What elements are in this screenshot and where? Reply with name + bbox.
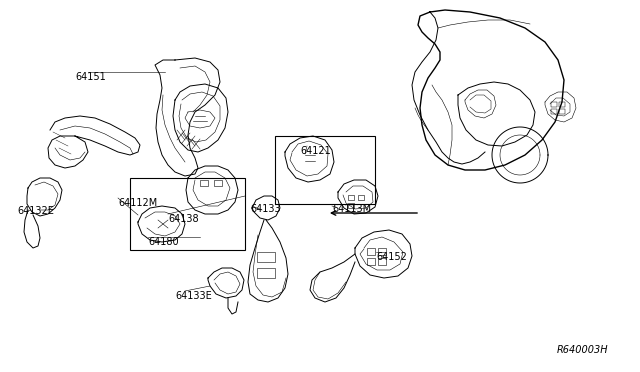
Bar — [559, 102, 565, 107]
Text: 64152: 64152 — [376, 252, 407, 262]
Bar — [200, 180, 208, 186]
Bar — [348, 195, 354, 200]
Text: R640003H: R640003H — [557, 345, 609, 355]
Bar — [275, 136, 375, 204]
Bar — [378, 248, 386, 255]
Text: 64113M: 64113M — [332, 204, 371, 214]
Bar — [348, 203, 354, 208]
Text: 64121: 64121 — [300, 146, 331, 156]
Text: 64138: 64138 — [168, 214, 198, 224]
Bar — [551, 102, 557, 107]
Bar — [358, 195, 364, 200]
Bar — [367, 258, 375, 265]
Bar — [214, 180, 222, 186]
Text: 64112M: 64112M — [118, 198, 157, 208]
Text: 64132E: 64132E — [17, 206, 54, 216]
Bar — [378, 258, 386, 265]
Text: 64133: 64133 — [250, 204, 280, 214]
Text: 64133E: 64133E — [175, 291, 212, 301]
Bar — [551, 109, 557, 114]
Bar — [257, 268, 275, 278]
Bar — [367, 248, 375, 255]
Bar — [559, 109, 565, 114]
Text: 64151: 64151 — [75, 72, 106, 82]
Bar — [257, 252, 275, 262]
Text: 64180: 64180 — [148, 237, 179, 247]
Bar — [130, 178, 245, 250]
